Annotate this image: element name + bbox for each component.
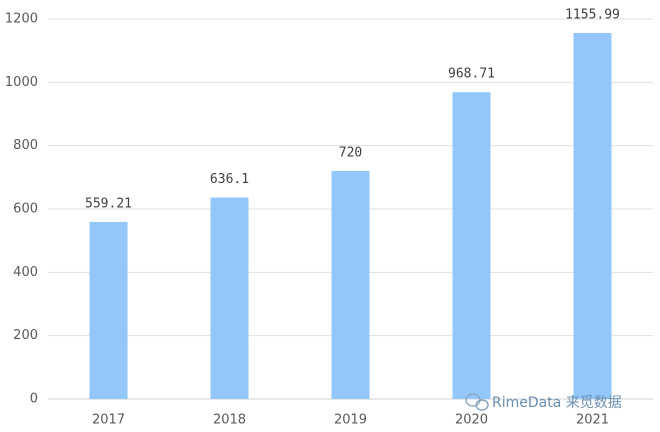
bar	[89, 221, 128, 399]
bar	[573, 32, 612, 400]
x-tick-label: 2017	[92, 413, 125, 428]
value-label: 720	[339, 146, 362, 161]
bar	[210, 197, 249, 399]
y-tick-label: 800	[13, 138, 38, 153]
x-tick-label: 2020	[455, 413, 488, 428]
value-label: 636.1	[210, 172, 249, 187]
y-tick-label: 0	[30, 392, 38, 407]
value-label: 559.21	[85, 196, 132, 211]
value-label: 968.71	[448, 67, 495, 82]
watermark: RimeData 来觅数据	[492, 395, 622, 411]
y-tick-label: 200	[13, 328, 38, 343]
bar	[452, 92, 491, 400]
x-tick-label: 2021	[576, 413, 609, 428]
x-tick-label: 2018	[213, 413, 246, 428]
y-tick-label: 600	[13, 202, 38, 217]
y-tick-label: 1000	[5, 75, 38, 90]
watermark-icon	[465, 393, 489, 411]
bar	[331, 171, 370, 399]
y-tick-label: 1200	[5, 12, 38, 27]
y-tick-label: 400	[13, 265, 38, 280]
x-tick-label: 2019	[334, 413, 367, 428]
value-label: 1155.99	[565, 7, 620, 22]
